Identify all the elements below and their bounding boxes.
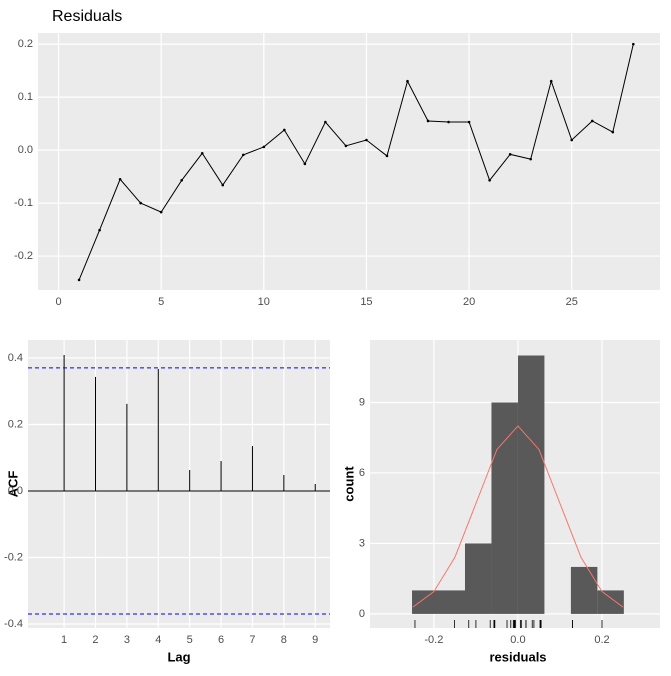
- histogram-bar: [438, 590, 465, 614]
- point: [447, 120, 450, 124]
- histogram-bar: [517, 355, 545, 614]
- point: [426, 119, 430, 123]
- y-tick-label: -0.2: [14, 250, 33, 262]
- y-axis-title: count: [341, 466, 356, 502]
- x-tick-label: 3: [124, 634, 130, 646]
- x-axis-title: Lag: [167, 649, 190, 664]
- point: [324, 120, 327, 124]
- histogram-bar: [570, 566, 598, 614]
- point: [508, 153, 512, 156]
- panel-background: [38, 33, 660, 290]
- point: [611, 130, 615, 134]
- x-tick-label: 0.2: [594, 634, 609, 646]
- x-tick-label: 15: [360, 296, 372, 308]
- y-tick-label: -0.2: [4, 551, 23, 563]
- y-tick-label: 0: [359, 608, 365, 620]
- x-tick-label: 20: [463, 296, 475, 308]
- y-tick-label: 3: [359, 537, 365, 549]
- y-tick-label: 0.2: [18, 38, 33, 50]
- x-tick-label: 8: [281, 634, 287, 646]
- point: [200, 151, 204, 155]
- x-tick-label: 6: [218, 634, 224, 646]
- point: [632, 42, 635, 46]
- normal-curve: [412, 425, 624, 608]
- x-tick-label: 0: [55, 296, 61, 308]
- point: [98, 228, 101, 232]
- point: [159, 210, 163, 214]
- chart-title: Residuals: [52, 8, 122, 25]
- point: [262, 145, 266, 149]
- y-tick-label: -0.4: [4, 618, 23, 630]
- histogram-bar: [491, 402, 518, 614]
- x-tick-label: 4: [155, 634, 161, 646]
- x-tick-label: 25: [566, 296, 578, 308]
- point: [77, 278, 81, 282]
- point: [303, 162, 307, 166]
- x-axis-title: residuals: [489, 649, 546, 664]
- y-axis-title: ACF: [5, 471, 20, 498]
- point: [385, 154, 389, 158]
- panel-background: [28, 340, 330, 628]
- point: [529, 157, 532, 161]
- x-tick-label: 5: [187, 634, 193, 646]
- point: [365, 138, 368, 142]
- point: [570, 138, 574, 142]
- point: [221, 183, 225, 187]
- histogram-bar: [412, 590, 439, 614]
- point: [467, 120, 471, 124]
- y-tick-label: 9: [359, 396, 365, 408]
- histogram-bar: [464, 543, 492, 614]
- x-tick-label: 2: [92, 634, 98, 646]
- y-tick-label: 0.0: [18, 144, 33, 156]
- y-tick-label: 0.2: [8, 418, 23, 430]
- x-tick-label: 0.0: [510, 634, 525, 646]
- point: [549, 79, 553, 83]
- point: [283, 128, 286, 132]
- x-tick-label: -0.2: [424, 634, 443, 646]
- y-tick-label: 0.1: [18, 91, 33, 103]
- point: [118, 177, 122, 181]
- x-tick-label: 5: [158, 296, 164, 308]
- y-tick-label: -0.1: [14, 197, 33, 209]
- x-tick-label: 10: [258, 296, 270, 308]
- x-tick-label: 9: [312, 634, 318, 646]
- histogram-bar: [597, 590, 624, 614]
- residual-line: [78, 44, 634, 281]
- point: [488, 179, 491, 182]
- x-tick-label: 1: [61, 634, 67, 646]
- point: [590, 119, 594, 123]
- point: [180, 179, 183, 182]
- y-tick-label: 0.0: [8, 485, 23, 497]
- x-tick-label: 7: [249, 634, 255, 646]
- y-tick-label: 6: [359, 467, 365, 479]
- point: [344, 144, 348, 148]
- point: [241, 153, 245, 157]
- point: [139, 201, 142, 205]
- y-tick-label: 0.4: [8, 352, 23, 364]
- point: [406, 79, 409, 83]
